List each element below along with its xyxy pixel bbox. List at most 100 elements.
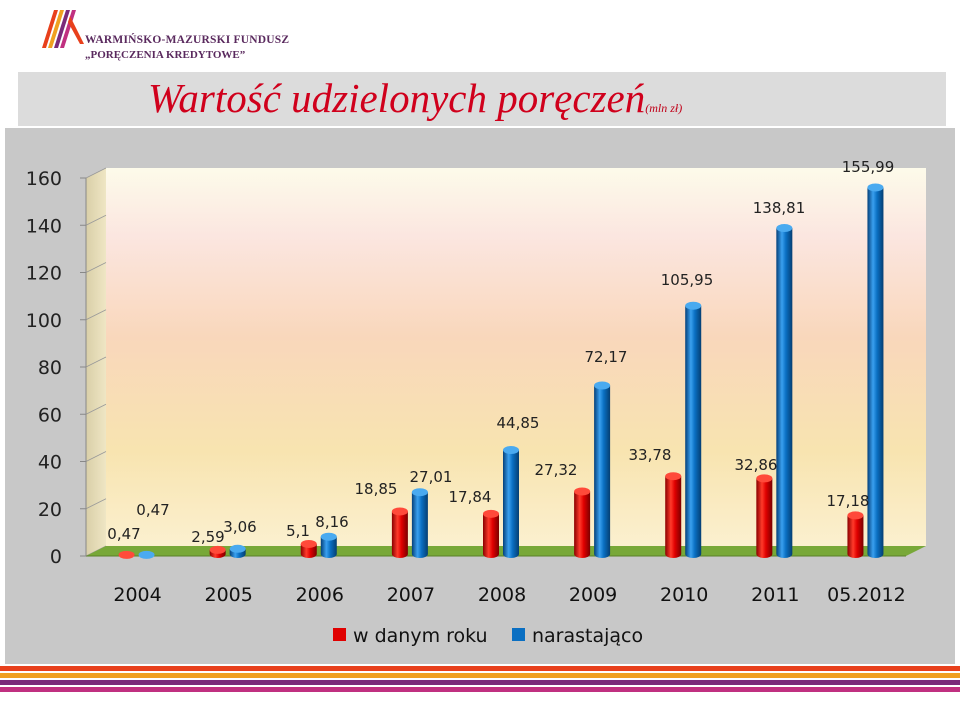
data-label-red: 33,78 xyxy=(629,446,672,464)
bar-red-top xyxy=(756,474,773,483)
x-tick-label: 2004 xyxy=(113,584,161,606)
bar-blue-body xyxy=(411,492,428,558)
bar-red-top xyxy=(847,511,864,520)
page-title: Wartość udzielonych poręczeń(mln zł) xyxy=(148,74,682,122)
y-tick-label: 160 xyxy=(26,168,62,190)
title-band xyxy=(18,72,946,126)
y-tick-label: 0 xyxy=(50,546,62,568)
bar-blue-top xyxy=(867,183,884,192)
chart-back-wall xyxy=(106,168,926,546)
bottom-decoration xyxy=(0,666,960,692)
bar-red-body xyxy=(847,515,864,558)
bar-red-top xyxy=(209,545,226,554)
legend-label-blue: narastająco xyxy=(532,625,643,647)
data-label-red: 17,84 xyxy=(449,488,492,506)
bar-blue-body xyxy=(776,228,793,558)
bar-red-top xyxy=(391,507,408,516)
page-title-unit: (mln zł) xyxy=(645,101,683,115)
data-label-blue: 72,17 xyxy=(585,348,628,366)
data-label-red: 18,85 xyxy=(355,480,398,498)
x-tick-label: 2006 xyxy=(296,584,344,606)
x-tick-label: 05.2012 xyxy=(827,584,906,606)
data-label-blue: 44,85 xyxy=(497,414,540,432)
data-label-red: 27,32 xyxy=(535,461,578,479)
bar-blue xyxy=(503,446,519,558)
bar-blue-top xyxy=(685,301,702,310)
data-label-blue: 27,01 xyxy=(410,468,453,486)
data-label-red: 5,1 xyxy=(286,522,310,540)
y-tick-label: 140 xyxy=(26,215,62,237)
bar-blue-top xyxy=(411,488,428,497)
bar-red xyxy=(300,539,317,558)
legend-label-red: w danym roku xyxy=(353,625,488,647)
bar-blue xyxy=(776,224,793,558)
bar-blue xyxy=(867,183,884,558)
bar-blue-top xyxy=(776,224,793,233)
bar-red-top xyxy=(483,509,499,518)
legend-swatch-red xyxy=(333,628,346,641)
x-tick-label: 2005 xyxy=(204,584,252,606)
bar-blue-body xyxy=(594,385,611,558)
bar-blue xyxy=(594,381,611,558)
y-tick-label: 20 xyxy=(38,499,62,521)
bar-blue-top xyxy=(138,550,155,559)
y-tick-depth-line xyxy=(85,403,107,415)
bar-red-top xyxy=(118,550,135,559)
bar-blue-body xyxy=(685,305,702,558)
data-label-blue: 3,06 xyxy=(223,518,256,536)
page-title-main: Wartość udzielonych poręczeń xyxy=(148,75,646,121)
x-tick-label: 2011 xyxy=(751,584,799,606)
bar-red-body xyxy=(483,513,499,558)
y-tick-label: 120 xyxy=(26,263,62,285)
y-tick-depth-line xyxy=(85,356,107,368)
bar-blue-top xyxy=(594,381,611,390)
x-tick-label: 2009 xyxy=(569,584,617,606)
bar-red xyxy=(847,511,864,558)
bar-blue-top xyxy=(320,532,337,541)
bar-red xyxy=(756,474,773,558)
bar-blue xyxy=(229,544,246,558)
logo-text-line1: WARMIŃSKO-MAZURSKI FUNDUSZ xyxy=(85,34,290,46)
y-tick-label: 40 xyxy=(38,452,62,474)
bar-blue-top xyxy=(503,446,519,455)
bar-red xyxy=(574,487,591,558)
bar-blue-body xyxy=(320,536,337,558)
data-label-blue: 138,81 xyxy=(753,199,806,217)
bar-red-body xyxy=(300,543,317,558)
bar-red-top xyxy=(574,487,591,496)
bar-red-body xyxy=(756,478,773,558)
bar-red xyxy=(483,509,499,558)
y-tick-label: 100 xyxy=(26,310,62,332)
x-tick-label: 2010 xyxy=(660,584,708,606)
bar-blue-body xyxy=(867,187,884,558)
bar-blue-top xyxy=(229,544,246,553)
data-label-blue: 155,99 xyxy=(842,158,895,176)
data-label-red: 32,86 xyxy=(735,456,778,474)
x-tick-label: 2008 xyxy=(478,584,526,606)
bar-blue xyxy=(685,301,702,558)
bar-red-body xyxy=(574,491,591,558)
data-label-red: 17,18 xyxy=(827,492,870,510)
bar-red-top xyxy=(300,539,317,548)
data-label-red: 2,59 xyxy=(191,528,224,546)
bar-red xyxy=(391,507,408,558)
bar-blue xyxy=(138,550,155,559)
y-tick-depth-line xyxy=(85,309,107,321)
data-label-blue: 8,16 xyxy=(315,513,348,531)
bar-red-body xyxy=(391,511,408,558)
bar-red xyxy=(209,545,226,558)
bar-blue-body xyxy=(503,450,519,558)
data-label-blue: 0,47 xyxy=(136,501,169,519)
fund-logo xyxy=(40,8,300,68)
bar-blue xyxy=(320,532,337,558)
y-tick-depth-line xyxy=(85,262,107,273)
bar-blue xyxy=(411,488,428,558)
y-tick-label: 60 xyxy=(38,404,62,426)
bar-red xyxy=(665,472,682,558)
y-tick-depth-line xyxy=(85,167,107,179)
fund-logo-icon xyxy=(42,10,84,48)
bar-red-body xyxy=(665,476,682,558)
data-label-blue: 105,95 xyxy=(661,271,714,289)
y-tick-depth-line xyxy=(85,451,107,462)
